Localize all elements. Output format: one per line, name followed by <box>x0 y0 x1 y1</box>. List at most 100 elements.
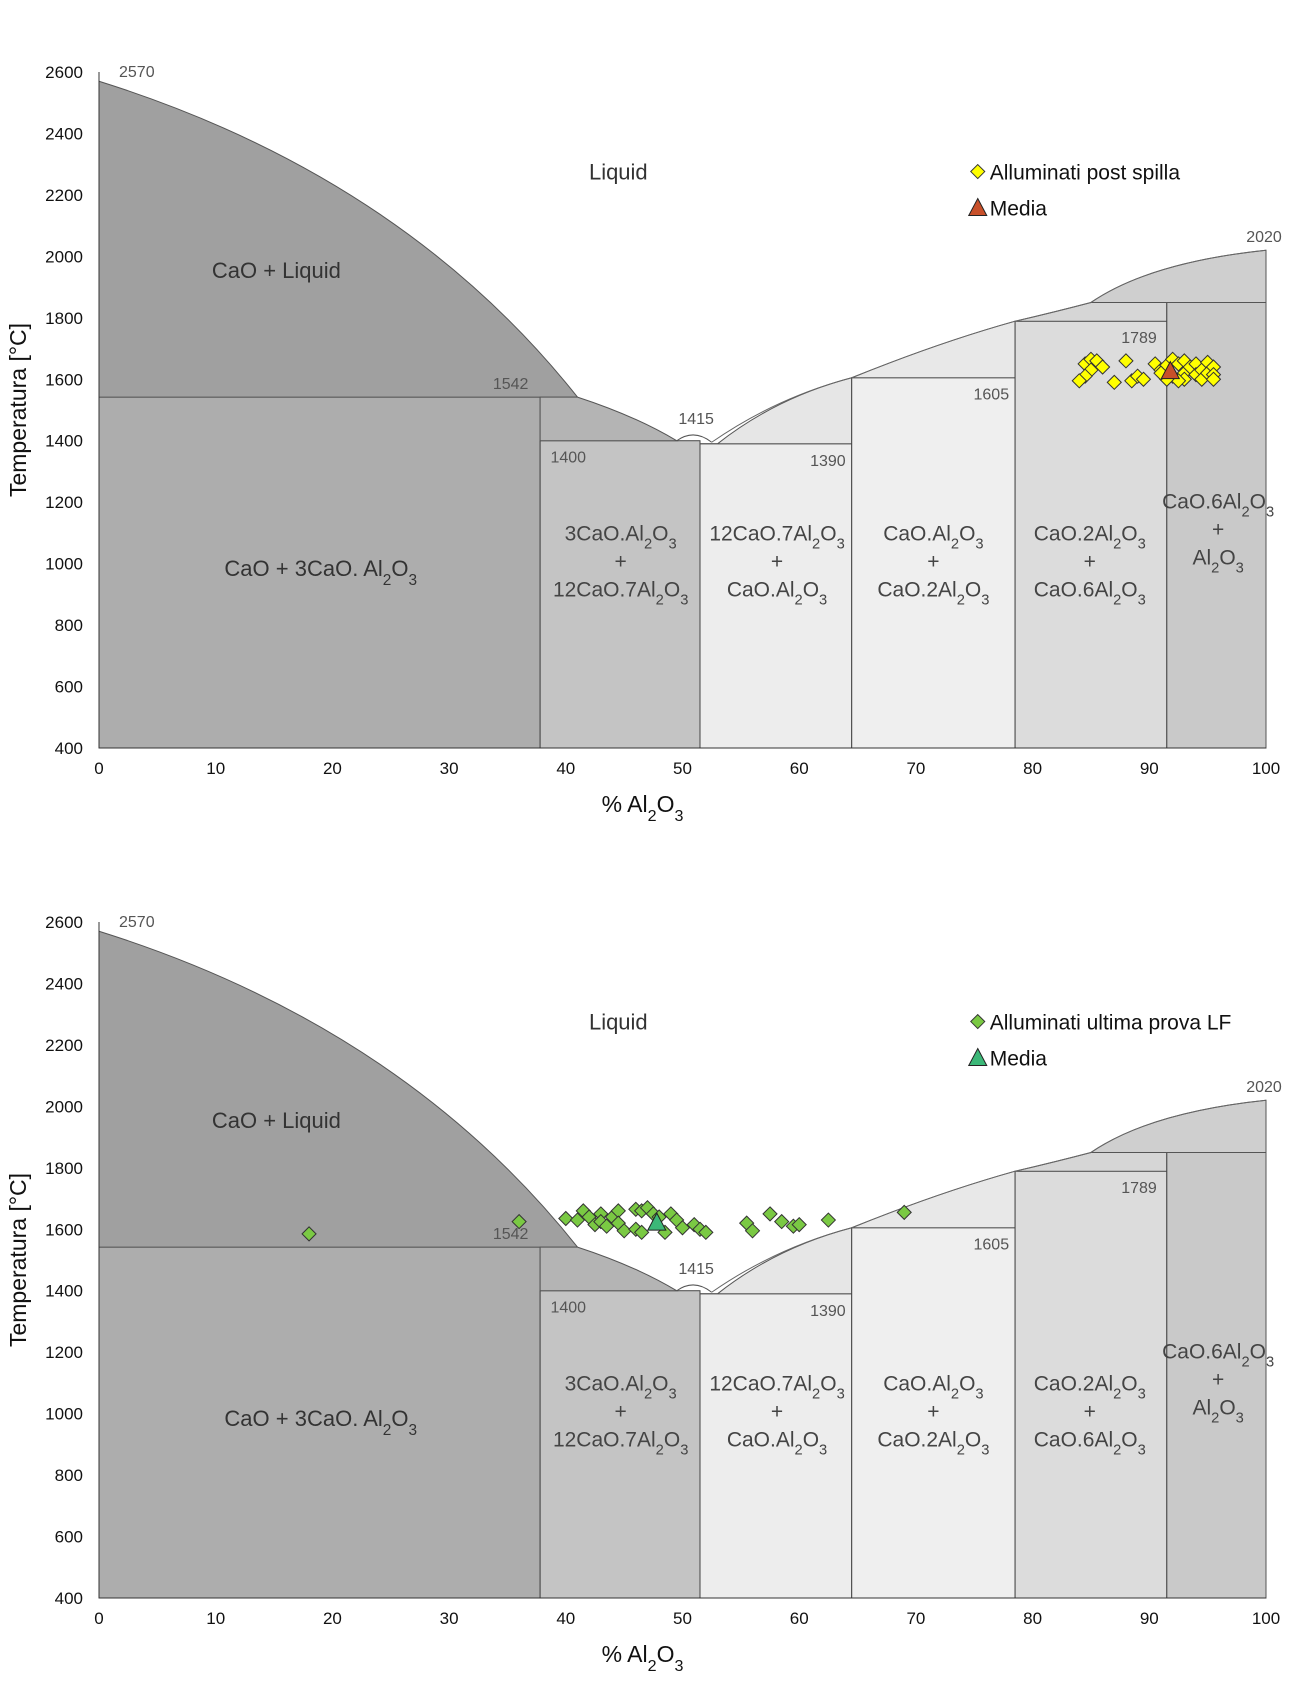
y-tick-label: 2200 <box>45 1036 83 1055</box>
region-label-ca6-al2o3-plus: + <box>1212 518 1224 541</box>
region-label-c12a7-ca-plus: + <box>771 551 783 574</box>
x-tick-label: 50 <box>673 759 692 778</box>
y-tick-label: 600 <box>55 678 83 697</box>
x-tick-label: 60 <box>790 1609 809 1628</box>
region-ca6-liquid <box>1014 301 1168 322</box>
phase-diagram-bottom: 0 10 20 30 40 50 60 70 80 90 100 400 600 800 1000 1200 1… <box>5 913 1282 1675</box>
temperature-label: 1415 <box>678 1261 714 1278</box>
x-tick-label: 20 <box>323 759 342 778</box>
data-point-diamond <box>301 1226 317 1242</box>
region-label-ca-ca2-plus: + <box>927 551 939 574</box>
liquidus-line <box>711 249 1267 443</box>
x-tick-label: 80 <box>1023 759 1042 778</box>
temperature-label: 2570 <box>119 914 155 931</box>
data-point-diamond <box>674 1220 691 1236</box>
x-tick-label: 50 <box>673 1609 692 1628</box>
data-point-diamond <box>1135 371 1152 387</box>
region-label-c3a-c12a7: 12CaO.7Al2O3 <box>553 1429 688 1459</box>
y-tick-label: 800 <box>55 616 83 635</box>
temperature-label: 1789 <box>1121 330 1157 347</box>
data-point-diamond <box>773 1213 790 1230</box>
x-tick-label: 40 <box>556 759 575 778</box>
region-label-c3a-c12a7-plus: + <box>615 551 627 574</box>
y-tick-label: 2600 <box>45 913 83 932</box>
temperature-label: 1415 <box>678 411 714 428</box>
region-ca2-ca6 <box>1014 1170 1168 1599</box>
y-tick-label: 1400 <box>45 1282 83 1301</box>
y-tick-label: 1800 <box>45 1159 83 1178</box>
x-tick-label: 0 <box>94 1609 103 1628</box>
y-tick-label: 600 <box>55 1528 83 1547</box>
data-point-diamond <box>1106 374 1122 391</box>
region-label-c12a7-ca: 12CaO.7Al2O3 <box>709 1373 844 1403</box>
y-axis-title: Temperatura [°C] <box>5 1173 31 1347</box>
x-axis-title: % Al2O3 <box>602 1641 684 1675</box>
x-tick-label: 70 <box>906 759 925 778</box>
data-point-diamond <box>744 1223 761 1239</box>
region-ca2-liquid <box>851 320 1016 379</box>
region-label-c12a7-ca: CaO.Al2O3 <box>727 1429 827 1459</box>
x-tick-label: 100 <box>1252 1609 1280 1628</box>
region-c3a-liquid <box>539 1246 679 1292</box>
region-label-c3a-c12a7: 12CaO.7Al2O3 <box>553 579 688 609</box>
data-point-diamond <box>896 1204 912 1221</box>
phase-diagram-top: 0 10 20 30 40 50 60 70 80 90 100 400 600 800 1000 1200 1… <box>5 63 1282 825</box>
region-cao-c3a <box>98 1246 541 1599</box>
region-ca6-liquid <box>1014 1151 1168 1172</box>
region-ca-liquid <box>700 1227 853 1295</box>
region-label-cao-c3a: CaO + 3CaO. Al2O3 <box>224 1406 417 1439</box>
temperature-label: 2570 <box>119 64 155 81</box>
x-axis-title: % Al2O3 <box>602 791 684 825</box>
region-label-ca6-al2o3-plus: + <box>1212 1368 1224 1391</box>
region-label-ca2-ca6-plus: + <box>1084 1401 1096 1424</box>
region-label-cao-liquid: CaO + Liquid <box>212 1108 341 1133</box>
y-axis-title: Temperatura [°C] <box>5 323 31 497</box>
region-label-c3a-c12a7-plus: + <box>615 1401 627 1424</box>
region-label-cao-liquid: CaO + Liquid <box>212 258 341 283</box>
x-tick-label: 90 <box>1140 759 1159 778</box>
data-point-diamond <box>1118 353 1134 369</box>
region-c12a7-ca <box>699 1293 853 1599</box>
y-tick-label: 2200 <box>45 186 83 205</box>
region-ca-ca2 <box>851 1227 1016 1599</box>
x-tick-label: 70 <box>906 1609 925 1628</box>
y-tick-label: 1000 <box>45 1405 83 1424</box>
region-label-liquid: Liquid <box>589 160 648 185</box>
region-label-c12a7-ca-plus: + <box>771 1401 783 1424</box>
data-point-diamond <box>1071 373 1087 389</box>
region-al2o3-liquid <box>1089 1099 1267 1153</box>
data-point-diamond <box>598 1218 615 1234</box>
region-ca-liquid <box>700 377 853 445</box>
y-tick-label: 400 <box>55 1589 83 1608</box>
y-tick-label: 2600 <box>45 63 83 82</box>
y-tick-label: 1400 <box>45 432 83 451</box>
x-tick-label: 80 <box>1023 1609 1042 1628</box>
data-point-diamond <box>616 1223 632 1239</box>
temperature-label: 1605 <box>974 387 1010 404</box>
data-point-triangle <box>646 1212 667 1231</box>
legend-marker-diamond <box>970 163 986 180</box>
y-tick-label: 1600 <box>45 1220 83 1239</box>
region-label-cao-c3a: CaO + 3CaO. Al2O3 <box>224 556 417 589</box>
data-point-diamond <box>558 1210 574 1227</box>
region-ca2-liquid <box>851 1170 1016 1229</box>
legend-label: Alluminati post spilla <box>990 162 1181 185</box>
x-tick-label: 30 <box>440 1609 459 1628</box>
y-tick-label: 1000 <box>45 555 83 574</box>
region-label-ca6-al2o3: Al2O3 <box>1192 1396 1243 1426</box>
region-al2o3-liquid <box>1089 249 1267 303</box>
x-tick-label: 90 <box>1140 1609 1159 1628</box>
region-label-c12a7-ca: 12CaO.7Al2O3 <box>709 523 844 553</box>
temperature-label: 1400 <box>550 1300 586 1317</box>
region-c3a-liquid <box>539 396 679 442</box>
y-tick-label: 1200 <box>45 493 83 512</box>
temperature-label: 1789 <box>1121 1180 1157 1197</box>
data-point-diamond <box>1205 371 1222 387</box>
x-tick-label: 30 <box>440 759 459 778</box>
temperature-label: 2020 <box>1246 229 1282 246</box>
data-point-diamond <box>698 1224 714 1241</box>
eutectic-curve <box>676 434 712 443</box>
data-point-diamond <box>511 1213 527 1230</box>
legend-label: Media <box>990 198 1048 221</box>
data-point-diamond <box>820 1212 837 1228</box>
